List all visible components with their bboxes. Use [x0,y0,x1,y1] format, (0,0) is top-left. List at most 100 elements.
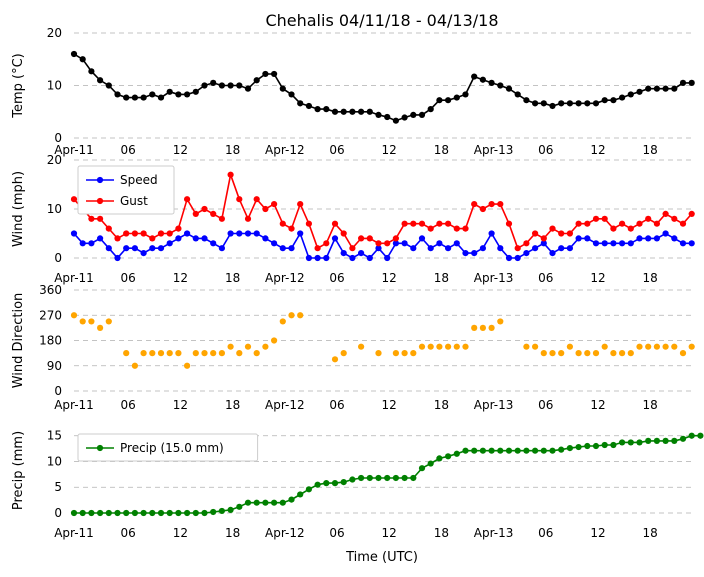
data-point [175,350,182,357]
data-point [210,350,217,357]
data-point [88,509,95,517]
data-point [340,478,347,486]
data-point [253,196,260,203]
data-point [123,509,130,517]
data-point [279,245,286,252]
data-point [114,91,121,98]
x-tick-label: 12 [382,398,397,412]
data-point [671,235,678,242]
data-point [619,220,626,227]
data-point [436,97,443,104]
data-point [97,235,104,242]
x-tick-label: 18 [434,398,449,412]
data-point [610,350,617,357]
data-point [331,356,339,363]
data-point [323,480,330,487]
data-point [105,245,112,252]
y-tick-label: 0 [54,131,62,145]
x-tick-label: 06 [538,271,553,285]
data-point [584,350,591,357]
data-point [549,350,556,357]
data-point [392,474,399,482]
data-point [236,82,243,89]
data-point [566,444,574,452]
legend-box [77,433,259,462]
data-point [479,324,486,331]
data-point [653,343,661,350]
data-point [392,350,399,357]
data-point [218,507,225,515]
data-point [131,94,138,101]
x-tick-label: 12 [590,143,605,157]
data-point [218,245,225,252]
data-point [453,240,460,247]
data-point [105,509,112,517]
x-tick-label: Apr-13 [474,526,514,540]
x-tick-label: 06 [121,526,136,540]
data-point [636,343,643,350]
data-point [549,102,556,110]
data-point [184,196,191,203]
data-point [471,324,478,331]
y-axis-label: Temp (°C) [11,53,26,119]
data-point [410,350,417,357]
data-point [375,350,382,357]
data-point [645,437,652,444]
data-point [349,108,356,115]
data-point [401,474,408,482]
data-point [523,447,530,454]
data-point [384,254,391,262]
data-point [497,318,504,325]
data-point [566,100,574,107]
data-point [149,91,156,98]
data-point [601,240,608,247]
data-point [253,499,260,506]
data-point [253,77,260,84]
data-point [349,254,356,262]
data-point [575,350,582,357]
x-tick-label: Apr-11 [54,143,94,157]
data-point [392,240,399,247]
data-point [392,117,399,124]
data-point [418,111,426,118]
data-point [175,225,182,232]
data-point [271,499,278,506]
data-point [523,240,530,247]
y-tick-label: 10 [47,454,62,468]
data-point [340,230,347,237]
panel-1: 0 10 20 Apr-11 06 12 18 Apr-12 06 12 18 Apr-13 06 12 1… [11,26,695,157]
data-point [619,94,626,101]
data-point [279,499,286,506]
data-point [636,220,643,227]
data-point [123,350,130,357]
data-point [514,254,521,262]
data-point [140,94,147,101]
data-point [366,108,373,115]
data-point [244,215,252,222]
data-point [210,210,217,217]
data-point [210,508,217,516]
data-point [175,509,182,517]
data-point [305,102,312,110]
data-point [288,496,295,503]
y-axis-label: Wind (mph) [11,171,26,247]
data-point [627,91,634,98]
data-point [262,205,269,213]
data-point [558,100,565,107]
data-point [184,362,191,369]
data-point [566,343,574,350]
y-tick-label: 5 [54,480,62,494]
data-point [184,509,191,517]
legend-label: Speed [120,173,158,187]
data-point [497,201,504,208]
x-tick-label: Apr-12 [265,143,305,157]
x-tick-label: 12 [173,526,188,540]
data-point [97,509,104,517]
data-point [340,350,347,357]
data-point [427,245,434,252]
data-point [505,85,513,92]
y-axis-label: Precip (mm) [11,431,26,510]
data-point [175,91,182,98]
data-point [418,235,426,242]
